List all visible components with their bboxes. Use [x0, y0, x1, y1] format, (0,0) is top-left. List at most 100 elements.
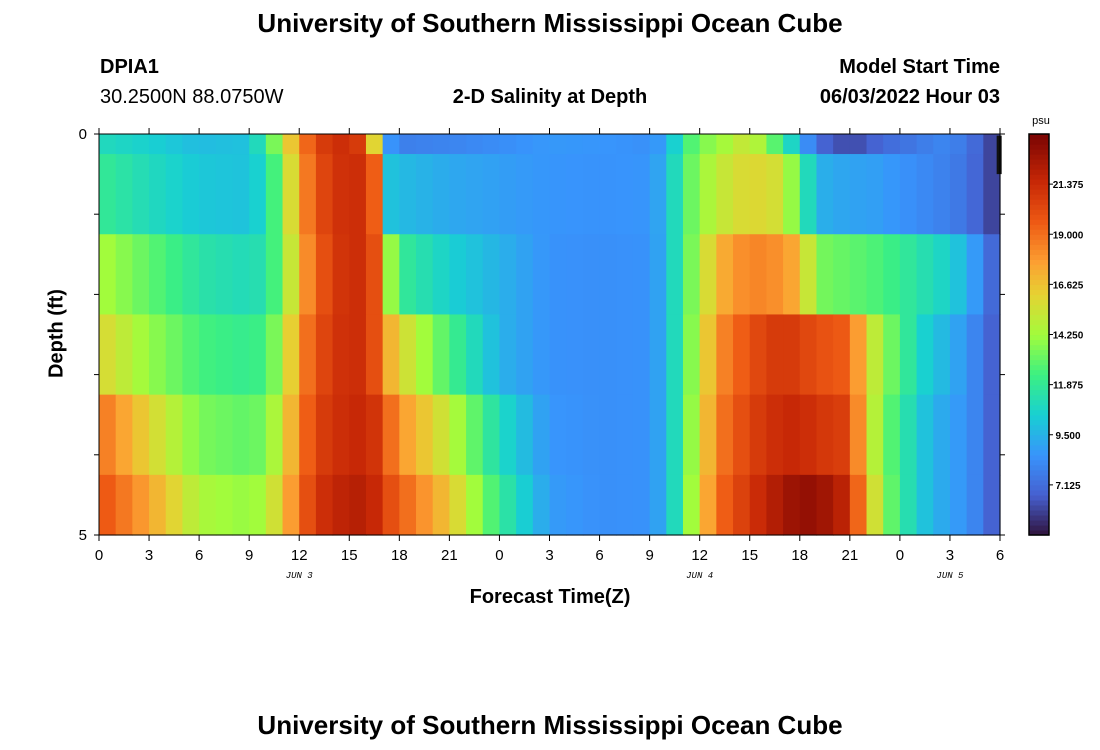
heatmap-cell	[315, 314, 334, 396]
heatmap-cell	[482, 134, 501, 155]
heatmap-cell	[766, 134, 784, 155]
heatmap-cell	[849, 134, 868, 155]
heatmap-cell	[115, 314, 133, 396]
heatmap-cell	[149, 394, 167, 476]
heatmap-cell	[416, 154, 434, 235]
heatmap-cell	[265, 234, 284, 316]
heatmap-cell	[799, 234, 818, 316]
heatmap-cell	[499, 234, 517, 316]
heatmap-cell	[299, 314, 317, 396]
heatmap-cell	[632, 394, 651, 476]
heatmap-cell	[716, 234, 734, 316]
heatmap-cell	[966, 234, 984, 316]
heatmap-cell	[733, 154, 751, 235]
heatmap-cell	[416, 474, 434, 536]
colorbar-segment	[1029, 384, 1049, 391]
colorbar-segment	[1029, 414, 1049, 421]
colorbar-segment	[1029, 139, 1049, 145]
heatmap-cell	[282, 474, 300, 536]
heatmap-cell	[749, 234, 768, 316]
heatmap-cell	[966, 474, 984, 536]
heatmap-cell	[149, 154, 167, 235]
heatmap-cell	[382, 314, 400, 396]
heatmap-cell	[349, 474, 367, 536]
heatmap-cell	[432, 314, 450, 396]
heatmap-cell	[432, 154, 450, 235]
colorbar-segment	[1029, 474, 1049, 481]
heatmap-cell	[549, 314, 567, 396]
heatmap-cell	[699, 394, 717, 476]
colorbar-segment	[1029, 419, 1049, 426]
heatmap-cell	[616, 154, 634, 235]
heatmap-cell	[566, 314, 584, 396]
heatmap-cell	[399, 314, 417, 396]
heatmap-cell	[733, 474, 751, 536]
heatmap-cell	[733, 394, 751, 476]
heatmap-cell	[382, 394, 400, 476]
y-axis-title: Depth (ft)	[45, 289, 68, 378]
heatmap-cell	[215, 474, 234, 536]
heatmap-cell	[532, 154, 551, 235]
heatmap-cell	[349, 154, 367, 235]
colorbar-segment	[1029, 299, 1049, 306]
heatmap-cell	[632, 154, 651, 235]
heatmap-cell	[499, 134, 517, 155]
heatmap-cell	[99, 474, 117, 536]
colorbar-segment	[1029, 349, 1049, 356]
heatmap-cell	[365, 314, 384, 396]
heatmap-cell	[516, 394, 534, 476]
heatmap-cell	[549, 134, 567, 155]
colorbar-tick-label: 14.250	[1053, 331, 1084, 342]
heatmap-cell	[466, 234, 484, 316]
heatmap-cell	[232, 134, 250, 155]
heatmap-cell	[115, 474, 133, 536]
heatmap-cell	[332, 394, 350, 476]
heatmap-cell	[182, 154, 200, 235]
heatmap-cell	[833, 394, 851, 476]
heatmap-cell	[816, 234, 834, 316]
heatmap-cell	[399, 234, 417, 316]
x-tick-label: 0	[896, 547, 904, 564]
colorbar-segment	[1029, 204, 1049, 210]
heatmap-cell	[983, 314, 1001, 396]
heatmap-cell	[532, 394, 551, 476]
heatmap-cell	[899, 134, 918, 155]
heatmap-cell	[866, 234, 884, 316]
heatmap-cell	[916, 154, 934, 235]
heatmap-cell	[799, 154, 818, 235]
heatmap-cell	[149, 134, 167, 155]
heatmap-cell	[799, 314, 818, 396]
heatmap-cell	[532, 134, 551, 155]
heatmap-cell	[749, 134, 768, 155]
heatmap-cell	[132, 474, 150, 536]
heatmap-cell	[265, 154, 284, 235]
heatmap-cell	[833, 234, 851, 316]
colorbar-segment	[1029, 319, 1049, 326]
heatmap-cell	[432, 234, 450, 316]
heatmap-cell	[816, 134, 834, 155]
heatmap-cell	[282, 134, 300, 155]
colorbar-segment	[1029, 214, 1049, 220]
heatmap-cell	[499, 314, 517, 396]
heatmap-cell	[532, 234, 551, 316]
heatmap-cell	[332, 154, 350, 235]
colorbar-segment	[1029, 494, 1049, 501]
heatmap-cell	[315, 394, 334, 476]
heatmap-cell	[616, 474, 634, 536]
heatmap-cell	[966, 394, 984, 476]
colorbar-tick-label: 9.500	[1055, 431, 1080, 442]
day-label: JUN 5	[936, 571, 964, 581]
heatmap-cell	[883, 134, 901, 155]
heatmap-cell	[315, 154, 334, 235]
colorbar-tick-label: 19.000	[1053, 230, 1084, 241]
heatmap-cell	[449, 134, 467, 155]
heatmap-cell	[599, 314, 617, 396]
colorbar-segment	[1029, 369, 1049, 376]
heatmap-cell	[649, 154, 667, 235]
heatmap-cell	[783, 394, 801, 476]
heatmap-cell	[516, 314, 534, 396]
colorbar-segment	[1029, 259, 1049, 265]
heatmap-cell	[299, 234, 317, 316]
heatmap-cell	[582, 314, 601, 396]
heatmap-cell	[249, 134, 267, 155]
